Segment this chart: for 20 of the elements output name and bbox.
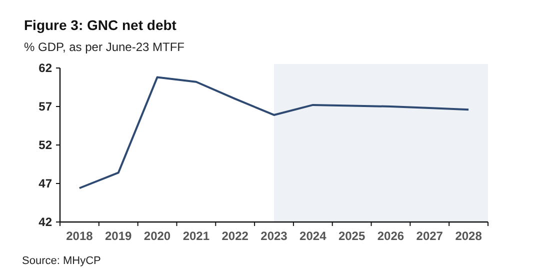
y-tick-label: 47 — [38, 176, 52, 191]
y-tick-label: 52 — [38, 138, 52, 152]
x-tick-label: 2022 — [222, 229, 249, 243]
source-note: Source: MHyCP — [22, 255, 101, 267]
x-tick-label: 2019 — [105, 229, 132, 243]
x-tick-label: 2025 — [338, 229, 366, 243]
chart-title: Figure 3: GNC net debt — [24, 17, 177, 33]
y-tick-label: 57 — [38, 100, 52, 114]
x-tick-label: 2024 — [300, 229, 327, 243]
x-tick-label: 2020 — [144, 229, 171, 243]
x-tick-label: 2023 — [260, 229, 288, 243]
x-tick-label: 2021 — [182, 229, 210, 243]
chart-subtitle: % GDP, as per June-23 MTFF — [24, 40, 184, 54]
y-tick-label: 42 — [38, 215, 52, 230]
x-tick-label: 2026 — [377, 229, 404, 243]
y-tick-label: 62 — [38, 61, 52, 76]
line-series — [78, 76, 470, 190]
x-tick-label: 2018 — [66, 229, 94, 243]
x-tick-label: 2028 — [455, 229, 482, 243]
x-tick-label: 2027 — [416, 229, 444, 243]
